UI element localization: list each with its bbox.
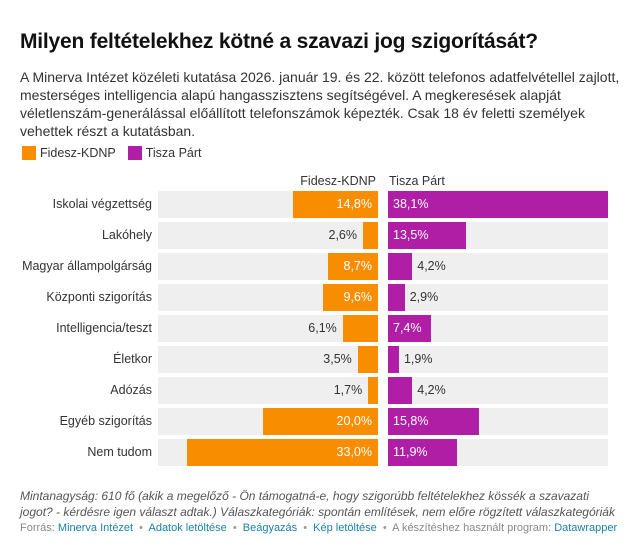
panel-tisza: 4,2%: [388, 253, 608, 280]
panel-tisza: 13,5%: [388, 222, 608, 249]
chart-notes: Mintanagyság: 610 fő (akik a megelőző - …: [20, 489, 615, 519]
legend: Fidesz-KDNP Tisza Párt: [22, 146, 202, 160]
category-label: Nem tudom: [87, 445, 152, 459]
bar-fidesz: [187, 439, 378, 466]
category-label: Egyéb szigorítás: [59, 414, 152, 428]
bar-tisza: [388, 284, 405, 311]
panel-fidesz: 1,7%: [158, 377, 378, 404]
bar-fidesz: [262, 408, 378, 435]
value-label-tisza: 15,8%: [393, 414, 429, 428]
panel-fidesz: 20,0%: [158, 408, 378, 435]
value-label-tisza: 11,9%: [393, 445, 428, 459]
embed-link[interactable]: Beágyazás: [242, 522, 298, 534]
value-label-tisza: 38,1%: [393, 197, 429, 211]
bar-fidesz: [322, 284, 378, 311]
source-link[interactable]: Minerva Intézet: [57, 522, 134, 534]
bar-tisza: [388, 377, 413, 404]
footer: Forrás: Minerva Intézet • Adatok letölté…: [20, 522, 617, 534]
legend-label-tisza: Tisza Párt: [145, 146, 202, 160]
panel-tisza: 1,9%: [388, 346, 608, 373]
category-label: Iskolai végzettség: [52, 197, 152, 211]
value-label-fidesz: 20,0%: [336, 414, 372, 428]
bar-fidesz: [327, 253, 378, 280]
category-label: Adózás: [110, 383, 152, 397]
value-label-fidesz: 3,5%: [323, 352, 352, 366]
panel-fidesz: 3,5%: [158, 346, 378, 373]
bar-tisza: [388, 439, 457, 466]
download-data-link[interactable]: Adatok letöltése: [148, 522, 227, 534]
datawrapper-link[interactable]: Datawrapper: [554, 522, 618, 534]
value-label-fidesz: 14,8%: [336, 197, 372, 211]
bar-fidesz: [342, 315, 378, 342]
value-label-fidesz: 2,6%: [328, 228, 358, 242]
bar-tisza: [388, 346, 399, 373]
panel-tisza: 4,2%: [388, 377, 608, 404]
download-image-link[interactable]: Kép letöltése: [313, 522, 377, 534]
category-label: Magyar állampolgárság: [22, 259, 152, 273]
column-header-fidesz: Fidesz-KDNP: [300, 174, 376, 188]
panel-tisza: 7,4%: [388, 315, 608, 342]
panel-tisza: 11,9%: [388, 439, 608, 466]
bar-fidesz: [368, 377, 378, 404]
panel-fidesz: 14,8%: [158, 191, 378, 218]
value-label-tisza: 4,2%: [417, 383, 446, 397]
chart-title: Milyen feltételekhez kötné a szavazi jog…: [20, 30, 538, 53]
value-label-fidesz: 9,6%: [343, 290, 373, 304]
bar-tisza: [388, 253, 413, 280]
bar-fidesz: [357, 346, 378, 373]
panel-fidesz: 8,7%: [158, 253, 378, 280]
value-label-tisza: 13,5%: [393, 228, 429, 242]
category-label: Lakóhely: [101, 228, 152, 242]
bar-tisza: [388, 315, 431, 342]
separator: •: [139, 522, 144, 534]
value-label-fidesz: 33,0%: [336, 445, 372, 459]
panel-fidesz: 2,6%: [158, 222, 378, 249]
column-header-tisza: Tisza Párt: [389, 174, 445, 188]
bar-tisza: [388, 408, 480, 435]
chart-area: Iskolai végzettség 14,8% 38,1% Lakóhely 2,6%…: [22, 191, 608, 466]
chart-description: A Minerva Intézet közéleti kutatása 2026…: [20, 69, 620, 139]
bar-tisza: [388, 222, 466, 249]
legend-item-fidesz: Fidesz-KDNP: [22, 146, 116, 160]
panel-fidesz: 6,1%: [158, 315, 378, 342]
bar-fidesz: [363, 222, 378, 249]
source-label: Forrás:: [20, 522, 55, 534]
legend-item-tisza: Tisza Párt: [127, 146, 202, 160]
legend-swatch-fidesz: [22, 146, 36, 160]
value-label-fidesz: 6,1%: [308, 321, 337, 335]
panel-tisza: 38,1%: [388, 191, 608, 218]
legend-swatch-tisza: [127, 146, 142, 160]
bar-fidesz: [292, 191, 378, 218]
category-label: Központi szigorítás: [46, 290, 152, 304]
value-label-tisza: 1,9%: [403, 352, 433, 366]
separator: •: [303, 522, 308, 534]
panel-tisza: 15,8%: [388, 408, 608, 435]
value-label-fidesz: 8,7%: [343, 259, 373, 273]
value-label-tisza: 4,2%: [417, 259, 446, 273]
separator: •: [232, 522, 237, 534]
bar-tisza: [388, 191, 608, 218]
panel-tisza: 2,9%: [388, 284, 608, 311]
category-label: Életkor: [113, 352, 152, 366]
separator: •: [382, 522, 387, 534]
value-label-fidesz: 1,7%: [333, 383, 363, 397]
legend-label-fidesz: Fidesz-KDNP: [40, 146, 116, 160]
value-label-tisza: 7,4%: [393, 321, 422, 335]
panel-fidesz: 33,0%: [158, 439, 378, 466]
made-with-label: A készítéshez használt program:: [392, 522, 552, 534]
panel-fidesz: 9,6%: [158, 284, 378, 311]
value-label-tisza: 2,9%: [409, 290, 439, 304]
category-label: Intelligencia/teszt: [56, 321, 152, 335]
